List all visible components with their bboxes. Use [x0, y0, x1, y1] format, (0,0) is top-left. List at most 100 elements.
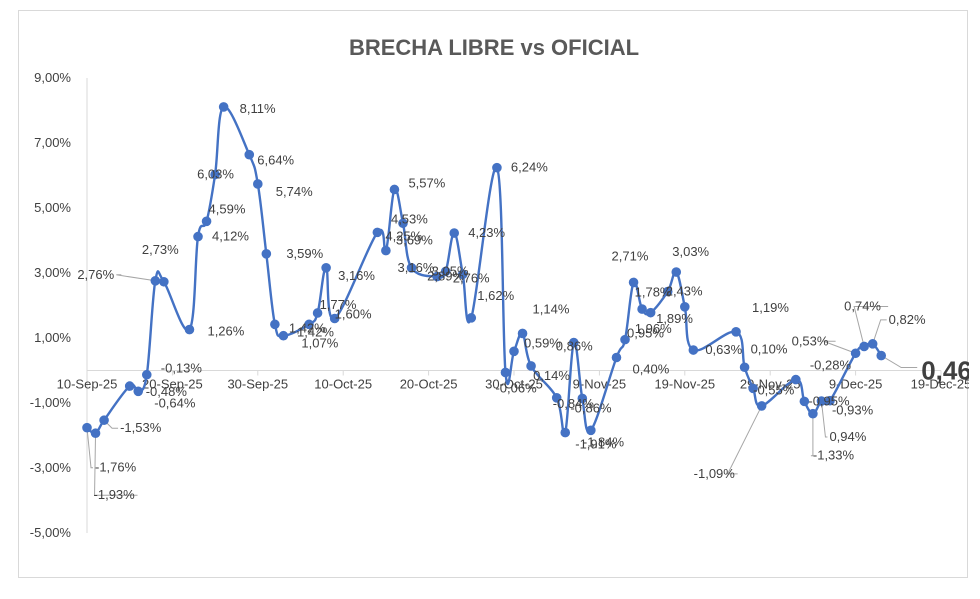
data-label: 0,94%	[829, 429, 866, 444]
data-point	[628, 277, 639, 288]
x-tick-label: 19-Nov-25	[654, 377, 715, 392]
data-point	[731, 327, 741, 337]
data-label: -1,53%	[120, 420, 162, 435]
data-label: 1,78%	[635, 285, 672, 300]
label-leader-line	[880, 355, 918, 369]
data-point	[492, 162, 502, 173]
data-point	[645, 307, 656, 318]
x-tick-label: 30-Sep-25	[227, 377, 288, 392]
label-leader-lines	[86, 274, 918, 496]
x-tick-label: 30-Oct-25	[485, 377, 543, 392]
y-tick-label: -1,00%	[30, 395, 72, 410]
data-point	[82, 422, 92, 433]
data-label: 3,16%	[338, 268, 375, 283]
data-point	[526, 361, 536, 371]
x-axis-ticks: 10-Sep-25 20-Sep-25 30-Sep-25 10-Oct-25 20-O…	[57, 370, 969, 392]
data-point	[304, 319, 314, 330]
data-label: -0,55%	[753, 382, 795, 397]
data-label: 1,19%	[752, 300, 789, 315]
data-point	[662, 286, 673, 297]
data-point	[680, 302, 690, 312]
data-label: 4,53%	[391, 211, 428, 226]
data-label: 3,59%	[286, 246, 323, 261]
data-point	[432, 271, 442, 282]
label-leader-line	[94, 433, 138, 496]
data-point	[124, 381, 135, 391]
data-point	[586, 425, 596, 436]
data-label: 0,86%	[556, 339, 593, 354]
data-label: -1,93%	[94, 487, 136, 502]
data-label: 6,64%	[257, 153, 294, 168]
data-point	[278, 330, 289, 341]
data-label: -0,28%	[810, 358, 852, 373]
data-label: 1,42%	[289, 320, 326, 335]
label-leader-line	[853, 305, 889, 347]
data-label: 1,07%	[301, 336, 338, 351]
label-leader-line	[86, 427, 93, 469]
data-point	[688, 345, 699, 355]
label-leader-line	[116, 274, 156, 282]
x-tick-label: 10-Oct-25	[314, 377, 372, 392]
data-point	[90, 428, 101, 439]
data-point	[389, 184, 400, 195]
data-label: -0,06%	[495, 380, 537, 395]
data-point	[150, 276, 161, 286]
data-label: 1,89%	[656, 311, 693, 326]
data-label: 4,23%	[468, 225, 505, 240]
data-label: -1,91%	[575, 437, 617, 452]
data-point	[440, 266, 451, 277]
data-point	[825, 395, 835, 406]
data-points	[82, 102, 887, 439]
data-point	[244, 149, 255, 160]
data-label: -0,48%	[146, 384, 188, 399]
data-point	[611, 352, 622, 363]
data-label: 8,11%	[240, 101, 276, 116]
data-point	[261, 249, 272, 259]
data-point	[560, 427, 571, 438]
axes	[86, 78, 941, 533]
data-label: 2,76%	[453, 270, 490, 285]
x-tick-label: 10-Sep-25	[57, 377, 118, 392]
data-label: 3,16%	[398, 260, 435, 275]
data-point	[876, 350, 887, 361]
data-label: 2,89%	[427, 269, 464, 284]
data-label: 2,76%	[77, 267, 114, 282]
data-label: 6,24%	[511, 160, 548, 175]
data-point	[99, 415, 109, 426]
data-label: 0,59%	[524, 335, 561, 350]
data-point	[577, 393, 588, 404]
data-point	[568, 337, 579, 348]
data-point	[850, 348, 861, 359]
x-tick-label: 9-Nov-25	[573, 377, 626, 392]
y-tick-label: 1,00%	[34, 330, 71, 345]
data-point	[739, 362, 750, 373]
data-label: -0,86%	[570, 400, 612, 415]
chart-title: BRECHA LIBRE vs OFICIAL	[349, 35, 639, 60]
data-point	[141, 369, 152, 380]
label-leader-line	[823, 340, 856, 354]
data-point	[193, 231, 203, 242]
y-tick-label: 3,00%	[34, 265, 71, 280]
data-point	[620, 334, 630, 345]
data-label: 3,69%	[396, 233, 433, 248]
data-point	[210, 169, 220, 180]
y-axis-ticks: -5,00% -3,00% -1,00% 1,00% 3,00% 5,00% 7,00% 9,…	[30, 70, 72, 540]
data-point	[133, 386, 144, 397]
data-point	[449, 228, 460, 238]
data-label: 0,14%	[533, 368, 570, 383]
data-label: -0,84%	[553, 396, 595, 411]
data-label: -1,09%	[694, 466, 736, 481]
data-label: 2,71%	[612, 248, 649, 263]
data-label: 2,73%	[142, 242, 179, 257]
data-label: 1,96%	[635, 321, 672, 336]
data-point	[312, 308, 323, 318]
data-label: 0,10%	[751, 341, 788, 356]
data-point	[466, 313, 477, 323]
data-label: 3,05%	[432, 263, 469, 278]
data-label: -0,64%	[154, 395, 196, 410]
data-point	[756, 401, 767, 411]
y-tick-label: -5,00%	[30, 525, 72, 540]
x-tick-label: 20-Sep-25	[142, 377, 203, 392]
data-label: 1,77%	[320, 297, 357, 312]
label-leader-line	[810, 413, 814, 457]
